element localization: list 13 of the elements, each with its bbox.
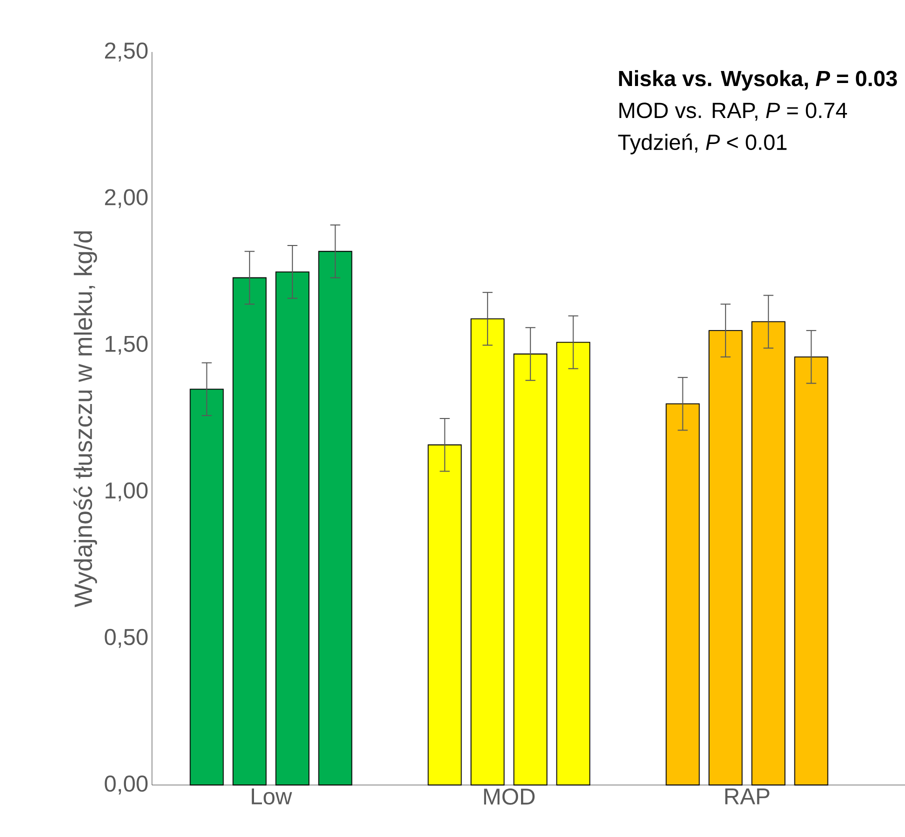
y-tick-label: 1,00 [106, 482, 148, 502]
y-tick-label: 0,50 [104, 628, 148, 648]
x-tick-label: RAP [725, 788, 770, 804]
y-tick-label: 2,50 [105, 42, 148, 62]
annotation: Tydzień, P < 0.01 [618, 134, 787, 154]
y-tick-label: 1,50 [106, 336, 148, 355]
y-axis-title: Wydajność tłuszczu w mleku, kg/d [74, 231, 98, 608]
y-tick-label: 2,00 [105, 189, 148, 208]
annotation: Niska vs. Wysoka, P = 0.03 [619, 70, 897, 91]
x-tick-label: Low [252, 788, 292, 805]
y-tick-label: 0,00 [104, 776, 148, 794]
annotation: MOD vs. RAP, P = 0.74 [619, 102, 848, 121]
x-tick-label: MOD [484, 788, 535, 805]
